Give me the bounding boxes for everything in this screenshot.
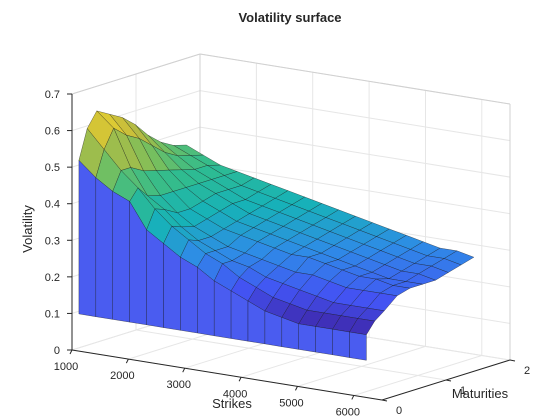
x-tick-mark-1 — [125, 358, 129, 364]
surface-front-wall-1 — [95, 177, 113, 320]
x-tick-mark-4 — [295, 386, 298, 391]
tick-labels: 1000 2000 3000 4000 5000 6000 0 1 2 0 0.1 0.2 0.3 0.4… — [45, 89, 530, 418]
x-axis-label: Strikes — [212, 396, 252, 411]
x-tick-label-2: 3000 — [166, 379, 190, 391]
x-tick-label-4: 5000 — [279, 397, 303, 409]
y-tick-mark-1 — [445, 379, 452, 382]
x-axis-line — [71, 349, 383, 401]
box-edge-0 — [199, 53, 511, 105]
z-tick-label-2: 0.2 — [45, 272, 60, 284]
z-tick-label-5: 0.5 — [45, 162, 60, 174]
y-tick-label-1: 1 — [460, 385, 466, 397]
surface-front-wall-13 — [298, 323, 316, 353]
surface-front-wall-4 — [146, 229, 164, 328]
z-tick-label-4: 0.4 — [45, 199, 60, 211]
y-tick-mark-2 — [509, 359, 516, 362]
axis-lines — [67, 93, 516, 402]
x-tick-label-5: 6000 — [336, 406, 360, 418]
x-tick-label-0: 1000 — [54, 361, 78, 373]
x-tick-label-1: 2000 — [110, 370, 134, 382]
surface-front-wall-0 — [78, 159, 97, 317]
surface-front-wall-2 — [112, 190, 130, 323]
y-tick-mark-0 — [381, 399, 388, 402]
y-tick-label-2: 2 — [524, 365, 530, 377]
z-axis-label: Volatility — [20, 205, 35, 253]
box-edge-2 — [71, 53, 201, 95]
x-tick-mark-2 — [182, 367, 186, 373]
surface-mesh — [78, 110, 475, 361]
x-tick-mark-3 — [238, 377, 242, 382]
surface-front-wall-14 — [315, 326, 333, 356]
y-tick-label-0: 0 — [396, 405, 402, 417]
x-tick-label-3: 4000 — [223, 388, 247, 400]
z-tick-label-0: 0 — [54, 345, 60, 357]
z-tick-label-3: 0.3 — [45, 235, 60, 247]
surface-front-wall-8 — [213, 280, 232, 339]
surface-front-wall-11 — [264, 310, 283, 347]
x-tick-mark-5 — [351, 395, 355, 400]
y-axis-label: Maturities — [452, 386, 509, 401]
surface-front-wall-16 — [349, 331, 367, 361]
surface-front-wall-6 — [180, 256, 198, 334]
z-tick-label-7: 0.7 — [45, 89, 60, 101]
z-tick-label-1: 0.1 — [45, 308, 60, 320]
surface-front-wall-15 — [332, 328, 350, 358]
chart-title: Volatility surface — [238, 10, 341, 25]
x-tick-mark-0 — [69, 349, 73, 355]
surface-front-wall-5 — [163, 242, 181, 331]
z-tick-label-6: 0.6 — [45, 126, 60, 138]
